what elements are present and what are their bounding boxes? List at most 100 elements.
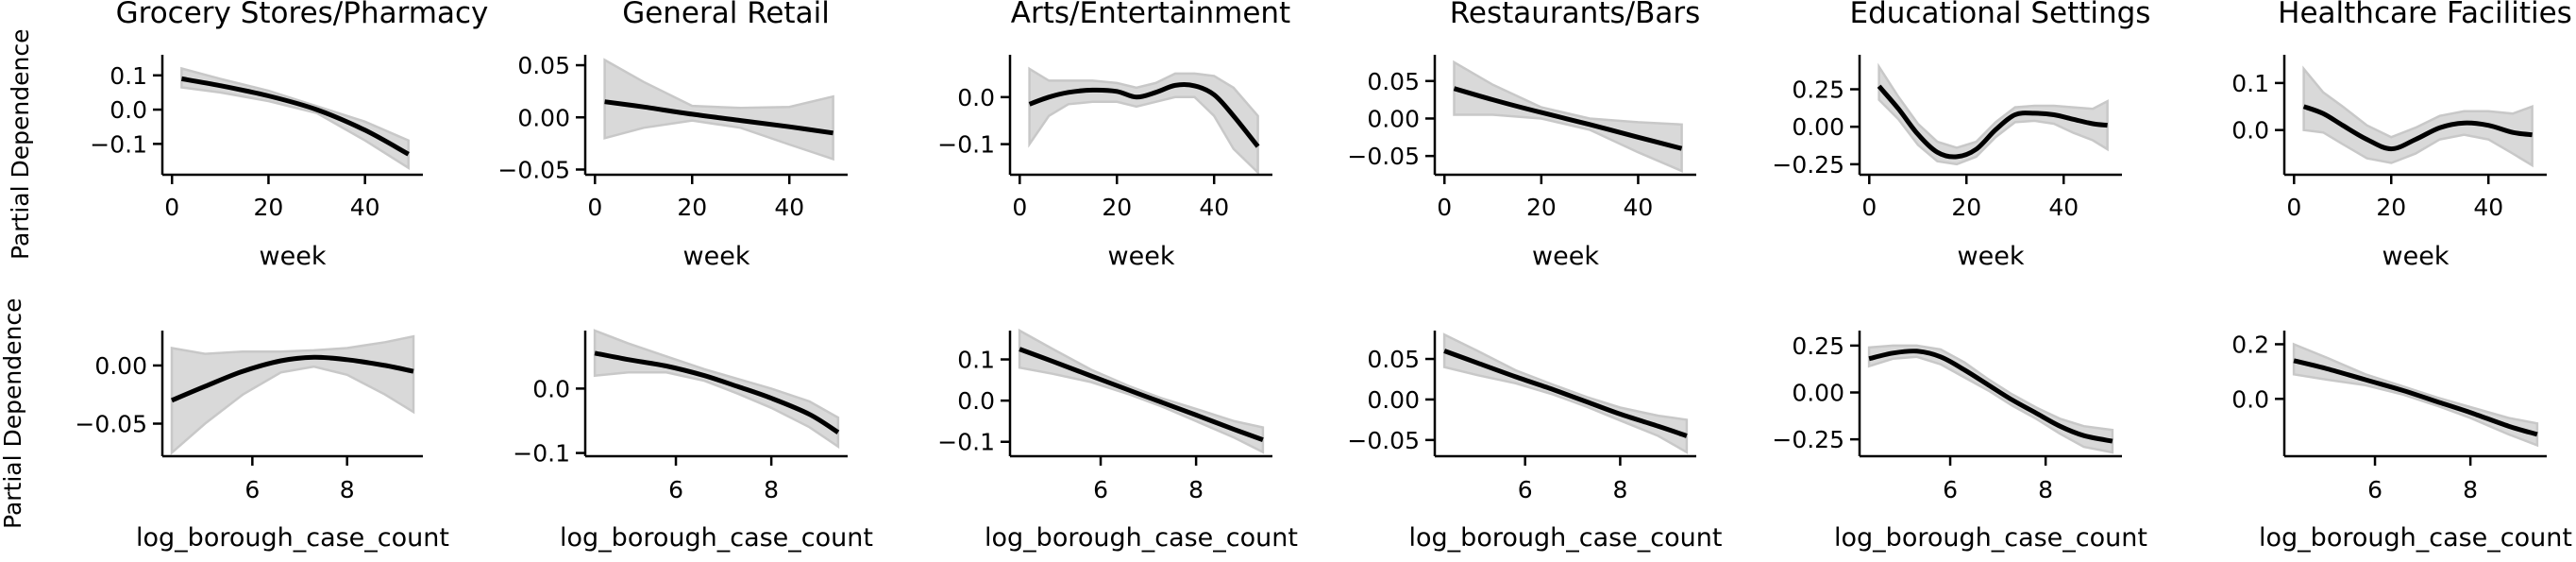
- x-tick-label: 20: [1526, 194, 1557, 221]
- confidence-band: [180, 66, 410, 170]
- partial-dependence-line: [2302, 104, 2533, 152]
- x-axis-label: log_borough_case_count: [1834, 523, 2147, 553]
- panels: Grocery Stores/Pharmacy 0 20 40 0.1 0.0 −0.1 we…: [75, 0, 2572, 553]
- x-tick-label: 20: [1951, 194, 1981, 221]
- y-tick-label: 0.1: [109, 62, 147, 90]
- y-tick-label: 0.25: [1792, 332, 1844, 360]
- y-tick-label: 0.0: [532, 375, 570, 402]
- x-tick-label: 6: [668, 476, 683, 503]
- y-tick-label: 0.05: [1367, 346, 1420, 373]
- partial-dependence-line: [594, 350, 840, 434]
- x-tick-label: 6: [1943, 476, 1958, 503]
- x-axis-label: week: [1532, 242, 1599, 271]
- y-tick-label: 0.0: [957, 387, 995, 415]
- y-tick-label: 0.25: [1792, 77, 1844, 104]
- y-tick-label: 0.2: [2231, 331, 2269, 358]
- panel-11: 6 8 0.2 0.0 log_borough_case_count: [2231, 331, 2572, 553]
- y-tick-label: −0.05: [497, 156, 570, 183]
- y-tick-label: 0.0: [109, 96, 147, 124]
- x-tick-label: 0: [164, 194, 179, 221]
- panel-2: Arts/Entertainment 0 20 40 0.0 −0.1 week: [937, 0, 1290, 271]
- panel-7: 6 8 0.0 −0.1 log_borough_case_count: [513, 329, 873, 553]
- panel-0: Grocery Stores/Pharmacy 0 20 40 0.1 0.0 −0.1 we…: [90, 0, 488, 271]
- confidence-band: [593, 329, 840, 450]
- confidence-band: [1867, 344, 2114, 454]
- x-axis-label: week: [260, 242, 327, 271]
- panel-8: 6 8 0.1 0.0 −0.1 log_borough_case_count: [937, 328, 1298, 553]
- y-tick-label: −0.1: [937, 429, 995, 456]
- x-tick-label: 6: [2367, 476, 2382, 503]
- x-tick-label: 6: [1093, 476, 1108, 503]
- x-tick-label: 6: [244, 476, 260, 503]
- panel-10: 6 8 0.25 0.00 −0.25 log_borough_case_count: [1772, 331, 2147, 553]
- y-tick-label: −0.05: [1347, 427, 1420, 454]
- panel-5: Healthcare Facilities 0 20 40 0.1 0.0 week: [2231, 0, 2572, 271]
- x-tick-label: 8: [340, 476, 355, 503]
- partial-dependence-line: [1868, 349, 2113, 444]
- x-tick-label: 0: [1861, 194, 1877, 221]
- partial-dependence-line: [171, 354, 414, 403]
- row2-ylabel: Partial Dependence: [0, 298, 26, 529]
- panel-title: General Retail: [622, 0, 830, 30]
- x-tick-label: 0: [587, 194, 602, 221]
- confidence-band: [170, 334, 415, 456]
- confidence-band: [1018, 328, 1265, 454]
- y-tick-label: −0.05: [1347, 143, 1420, 170]
- panel-3: Restaurants/Bars 0 20 40 0.05 0.00 −0.05 week: [1347, 0, 1700, 271]
- x-axis-label: week: [1958, 242, 2025, 271]
- confidence-band: [1028, 66, 1259, 176]
- x-axis-label: week: [1108, 242, 1175, 271]
- panel-9: 6 8 0.05 0.00 −0.05 log_borough_case_count: [1347, 331, 1722, 553]
- partial-dependence-line: [1453, 86, 1683, 151]
- x-tick-label: 8: [764, 476, 779, 503]
- x-tick-label: 20: [1102, 194, 1132, 221]
- partial-dependence-line: [1443, 349, 1688, 438]
- confidence-band: [1877, 62, 2109, 166]
- y-tick-label: −0.05: [75, 411, 147, 438]
- x-tick-label: 20: [254, 194, 284, 221]
- partial-dependence-line: [1028, 82, 1260, 148]
- x-tick-label: 20: [677, 194, 707, 221]
- x-tick-label: 6: [1518, 476, 1533, 503]
- y-tick-label: 0.00: [1367, 105, 1420, 132]
- y-tick-label: 0.00: [1367, 386, 1420, 414]
- confidence-band: [603, 58, 834, 162]
- x-tick-label: 8: [1188, 476, 1204, 503]
- y-tick-label: −0.1: [937, 131, 995, 159]
- x-tick-label: 40: [2048, 194, 2079, 221]
- y-tick-label: 0.0: [2231, 385, 2269, 413]
- y-tick-label: 0.0: [957, 84, 995, 111]
- partial-dependence-line: [604, 99, 833, 136]
- x-tick-label: 0: [2286, 194, 2301, 221]
- x-tick-label: 0: [1012, 194, 1027, 221]
- x-tick-label: 8: [1612, 476, 1627, 503]
- x-axis-label: log_borough_case_count: [2259, 523, 2572, 553]
- x-axis-label: week: [2382, 242, 2450, 271]
- panel-title: Healthcare Facilities: [2278, 0, 2572, 30]
- x-tick-label: 8: [2463, 476, 2478, 503]
- panel-title: Grocery Stores/Pharmacy: [116, 0, 489, 30]
- x-tick-label: 8: [2038, 476, 2053, 503]
- panel-6: 6 8 0.00 −0.05 log_borough_case_count: [75, 331, 449, 553]
- x-tick-label: 40: [350, 194, 380, 221]
- x-tick-label: 40: [774, 194, 804, 221]
- x-axis-label: log_borough_case_count: [985, 523, 1298, 553]
- panel-title: Educational Settings: [1850, 0, 2151, 30]
- row1-ylabel: Partial Dependence: [7, 29, 34, 260]
- confidence-band: [1453, 60, 1683, 173]
- partial-dependence-line: [1019, 347, 1264, 442]
- y-tick-label: −0.25: [1772, 426, 1844, 453]
- y-tick-label: 0.05: [1367, 68, 1420, 95]
- x-tick-label: 40: [1199, 194, 1229, 221]
- x-axis-label: log_borough_case_count: [136, 523, 449, 553]
- confidence-band: [2302, 65, 2534, 168]
- y-tick-label: −0.1: [90, 130, 147, 158]
- y-tick-label: 0.00: [1792, 380, 1844, 407]
- partial-dependence-line: [180, 76, 410, 157]
- y-tick-label: −0.1: [513, 440, 570, 468]
- x-axis-label: log_borough_case_count: [560, 523, 873, 553]
- x-axis-label: log_borough_case_count: [1409, 523, 1723, 553]
- y-tick-label: 0.00: [517, 104, 570, 131]
- partial-dependence-line: [2293, 358, 2538, 437]
